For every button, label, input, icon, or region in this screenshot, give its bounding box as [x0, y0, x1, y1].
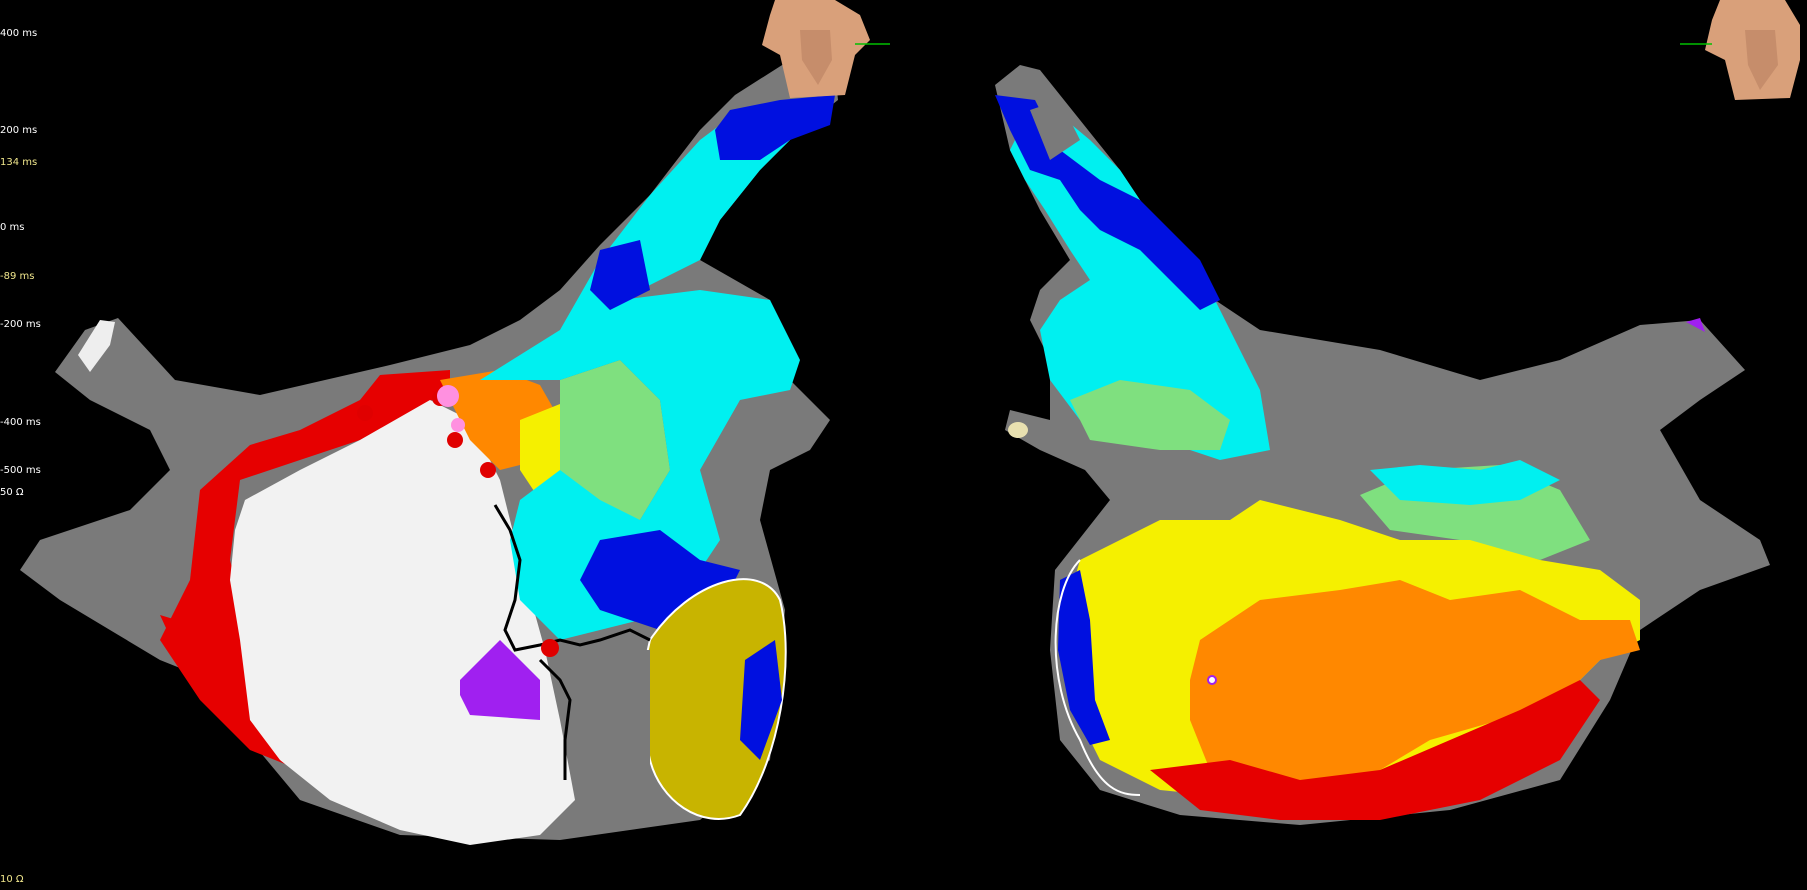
- annulus-grey-patch: [575, 650, 650, 830]
- left-atrium-map-right-view[interactable]: [995, 65, 1770, 825]
- tag-point-pink: [451, 418, 465, 432]
- left-atrium-map-left-view[interactable]: [20, 60, 838, 845]
- scale-label: 200 ms: [0, 125, 38, 136]
- region-cyan-left: [480, 100, 800, 640]
- ablation-point: [541, 639, 559, 657]
- region-purple-tip: [1686, 318, 1705, 332]
- region-grey-vein-patch: [1030, 100, 1080, 160]
- region-white-scar: [230, 400, 575, 845]
- torso-orientation-icon[interactable]: [1680, 0, 1800, 100]
- scale-label-zero: 0 ms: [0, 222, 25, 233]
- scale-label: -400 ms: [0, 417, 41, 428]
- annulus-blue-patch: [740, 640, 782, 760]
- scale-label: -200 ms: [0, 319, 41, 330]
- region-blue-vein: [715, 95, 835, 160]
- impedance-label-bottom: 10 Ω: [0, 874, 24, 885]
- mitral-annulus-right: [1054, 559, 1141, 796]
- region-blue-right-edge: [1058, 570, 1110, 745]
- scale-label-max: 400 ms: [0, 28, 38, 39]
- region-purple: [460, 640, 540, 720]
- region-blue-mid: [590, 240, 650, 310]
- region-red-left: [160, 370, 450, 770]
- tag-point-pink: [437, 385, 459, 407]
- region-red-left-lower: [160, 615, 240, 720]
- region-red-right: [1150, 680, 1600, 820]
- torso-shade: [800, 30, 832, 85]
- ablation-point: [480, 462, 496, 478]
- torso-orientation-icon[interactable]: [762, 0, 890, 98]
- impedance-label: 50 Ω: [0, 487, 24, 498]
- region-green-left: [560, 360, 670, 520]
- ablation-point: [357, 405, 373, 421]
- scale-label-min: -500 ms: [0, 465, 41, 476]
- region-cyan-right-2: [1370, 460, 1560, 505]
- ablation-point: [447, 432, 463, 448]
- region-orange-right: [1190, 580, 1640, 790]
- region-green-right: [1070, 380, 1230, 450]
- appendage-tip: [78, 320, 115, 372]
- torso-shade: [1745, 30, 1778, 90]
- appendage-tip-marker: [1008, 422, 1028, 438]
- scale-label-lower-threshold: -89 ms: [0, 271, 35, 282]
- ablation-markers: [357, 385, 559, 657]
- catheter-point: [1207, 675, 1217, 685]
- ablation-line: [493, 504, 651, 780]
- scale-label-upper-threshold: 134 ms: [0, 157, 38, 168]
